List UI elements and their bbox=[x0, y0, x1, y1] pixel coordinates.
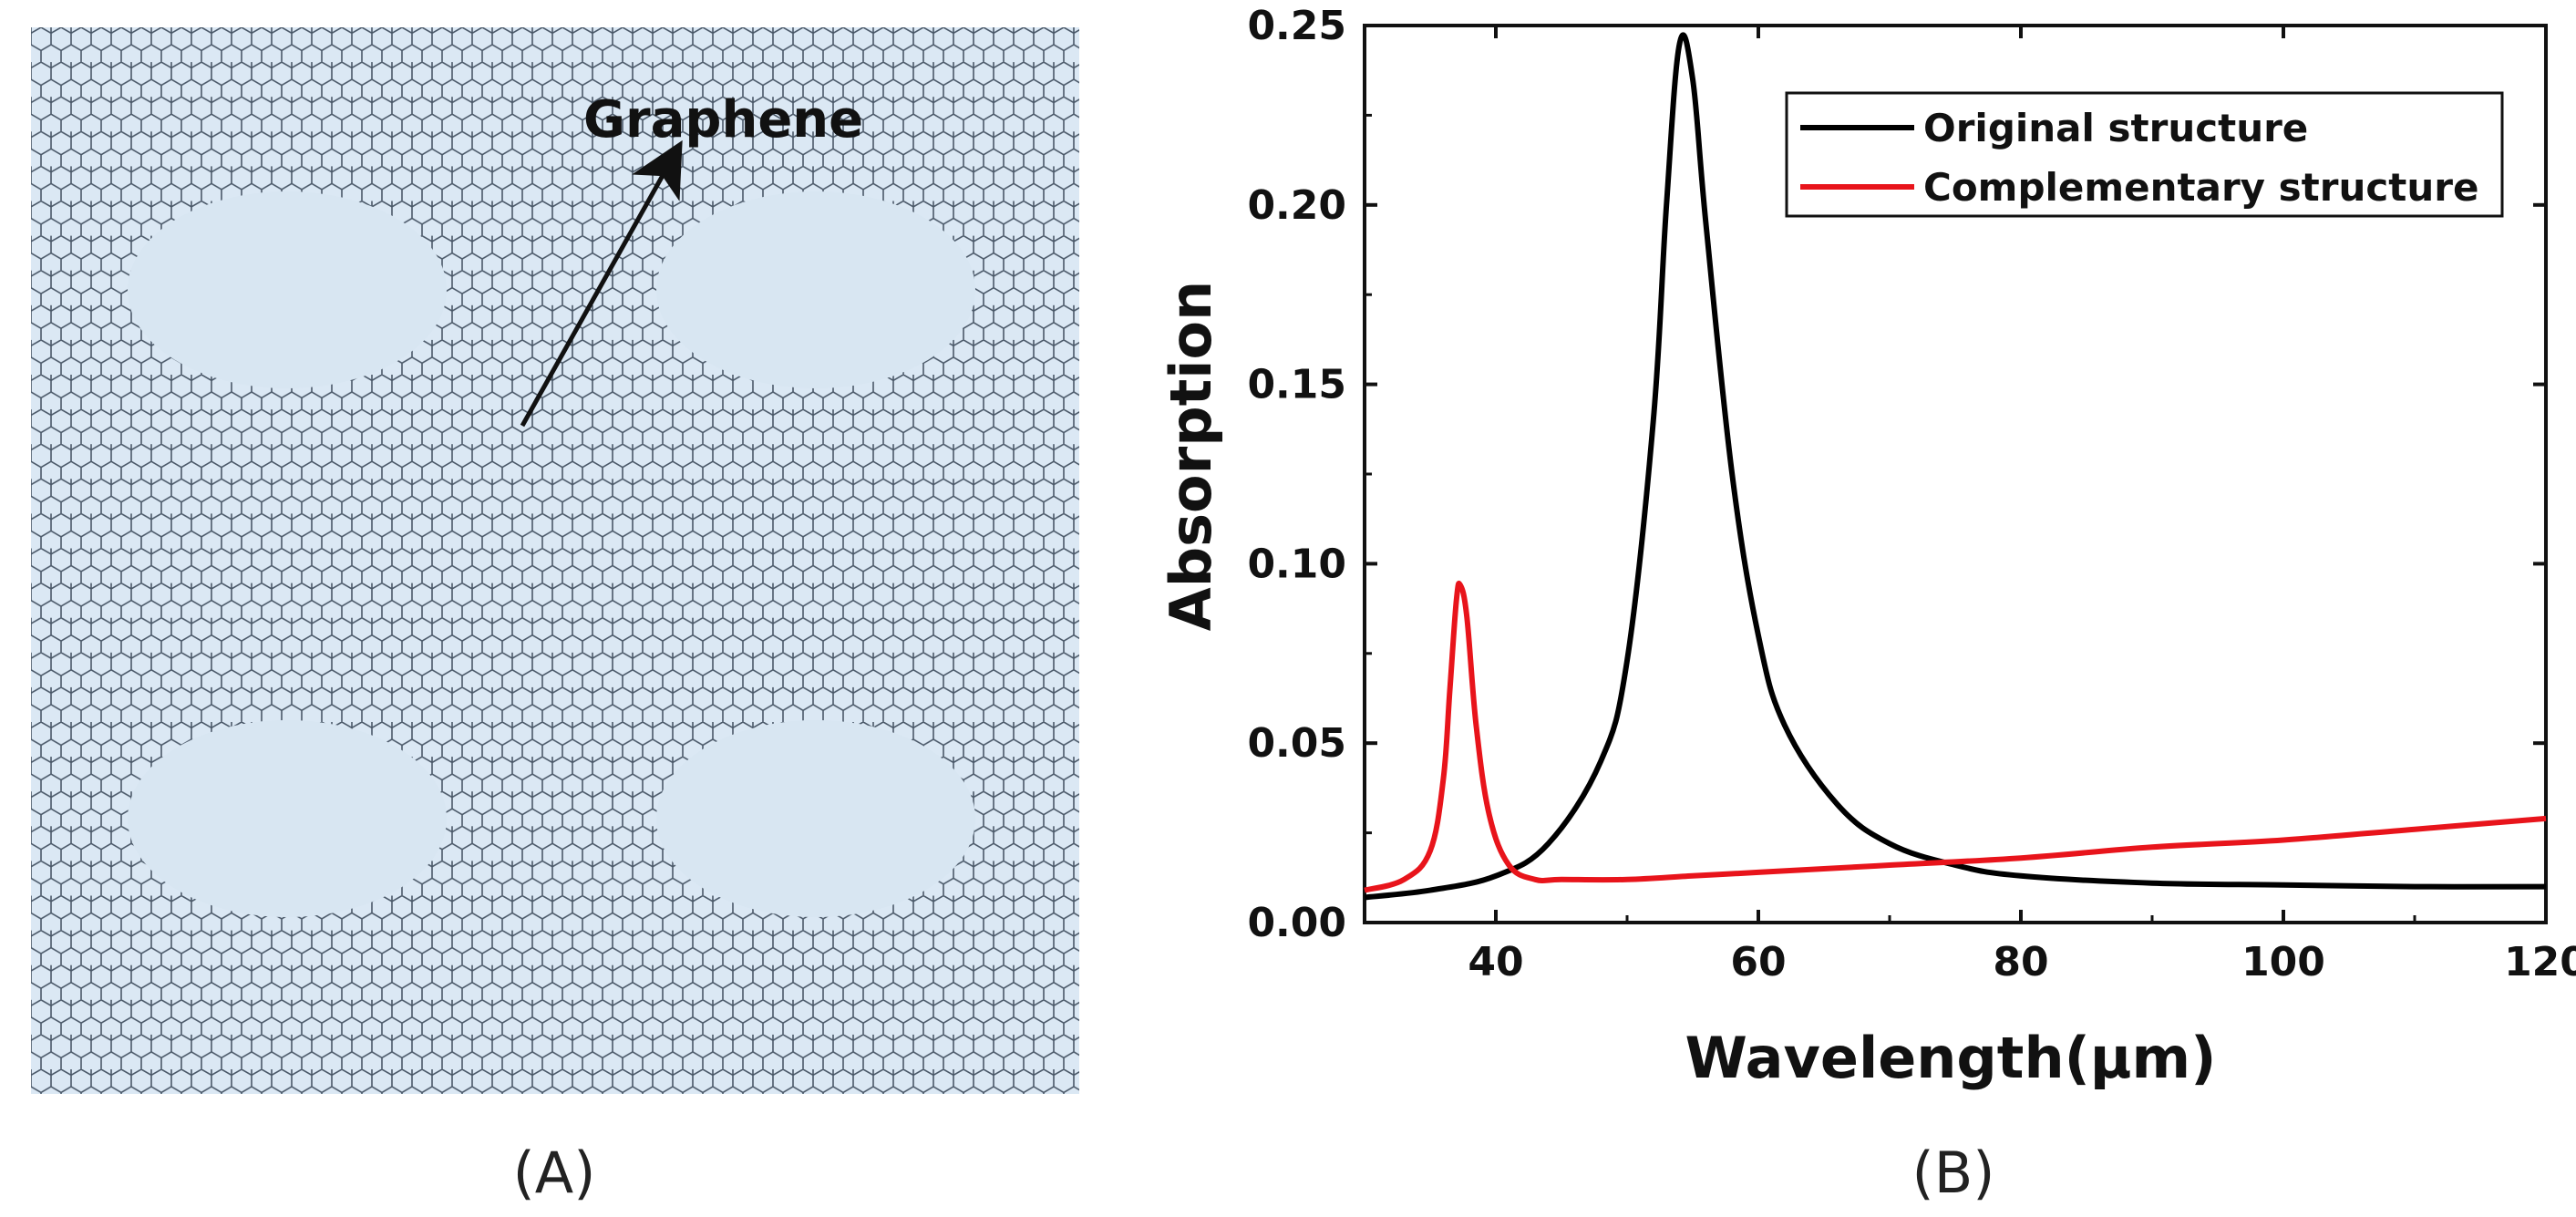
legend-label-original: Original structure bbox=[1923, 106, 2308, 150]
panel-label-a: (A) bbox=[513, 1140, 596, 1206]
x-tick-label: 120 bbox=[2504, 939, 2576, 985]
y-tick-label: 0.25 bbox=[1247, 3, 1346, 49]
legend-box bbox=[1785, 91, 2504, 218]
y-axis-label: Absorption bbox=[1158, 281, 1224, 631]
graphene-annotation: Graphene bbox=[583, 90, 863, 150]
hole-top-right bbox=[656, 191, 975, 388]
x-tick-label: 100 bbox=[2241, 939, 2325, 985]
x-tick-label: 40 bbox=[1468, 939, 1523, 985]
y-tick-label: 0.10 bbox=[1247, 541, 1346, 587]
y-tick-label: 0.15 bbox=[1247, 362, 1346, 408]
graphene-lattice bbox=[31, 27, 1079, 1094]
legend-label-complementary: Complementary structure bbox=[1923, 165, 2478, 210]
panel-label-b: (B) bbox=[1912, 1140, 1995, 1206]
y-tick-label: 0.20 bbox=[1247, 182, 1346, 229]
x-axis-ticks: 40 60 80 100 120 bbox=[1363, 26, 2576, 985]
y-tick-label: 0.00 bbox=[1247, 900, 1346, 946]
hole-bottom-right bbox=[656, 720, 975, 917]
x-axis-label: Wavelength(μm) bbox=[1685, 1025, 2217, 1091]
series-lines bbox=[1364, 32, 2547, 901]
x-tick-label: 60 bbox=[1730, 939, 1786, 985]
legend: Original structure Complementary structu… bbox=[1785, 91, 2504, 218]
hole-bottom-left bbox=[128, 720, 447, 917]
x-tick-label: 80 bbox=[1993, 939, 2048, 985]
series-original-structure bbox=[1364, 32, 2547, 901]
y-tick-label: 0.05 bbox=[1247, 720, 1346, 767]
panel-b: 0.00 0.05 0.10 0.15 0.20 0.25 40 60 80 100 120 Or… bbox=[1158, 3, 2576, 1206]
graphene-arrow bbox=[520, 139, 683, 428]
panel-a: Graphene (A) bbox=[31, 27, 1079, 1206]
hole-top-left bbox=[128, 191, 447, 388]
y-axis-ticks: 0.00 0.05 0.10 0.15 0.20 0.25 bbox=[1247, 3, 2546, 946]
series-complementary-structure bbox=[1364, 581, 2547, 893]
